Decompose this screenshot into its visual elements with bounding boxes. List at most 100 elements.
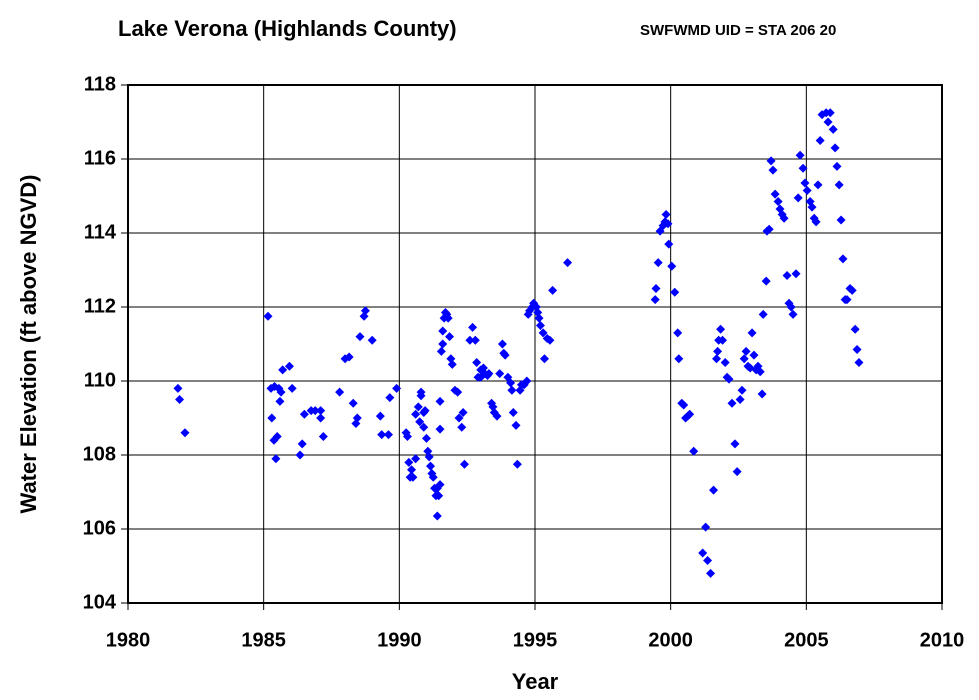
data-point xyxy=(352,413,362,423)
data-point xyxy=(755,367,765,377)
data-point xyxy=(272,432,282,441)
data-point xyxy=(761,276,771,286)
data-point xyxy=(435,480,445,490)
data-point xyxy=(275,396,285,406)
data-point xyxy=(428,472,438,482)
y-axis-label: Water Elevation (ft above NGVD) xyxy=(16,174,41,513)
data-point xyxy=(299,409,309,419)
data-point xyxy=(278,365,288,375)
data-point xyxy=(175,395,185,404)
data-point xyxy=(798,163,808,173)
data-point xyxy=(377,430,387,440)
data-point xyxy=(457,422,467,432)
data-point xyxy=(447,359,457,369)
y-tick-label: 114 xyxy=(84,221,117,243)
data-point xyxy=(484,369,494,379)
data-point xyxy=(854,358,864,367)
data-point xyxy=(392,383,402,393)
data-point xyxy=(434,491,444,501)
data-point xyxy=(800,178,810,188)
data-point xyxy=(788,309,798,319)
x-tick-label: 2000 xyxy=(648,629,693,651)
data-point xyxy=(335,387,345,397)
data-point xyxy=(348,398,358,408)
data-point xyxy=(548,285,558,295)
data-point xyxy=(735,395,745,404)
data-point xyxy=(717,335,727,345)
data-point xyxy=(782,271,792,281)
y-tick-label: 116 xyxy=(84,147,116,169)
data-point xyxy=(310,406,320,416)
data-point xyxy=(716,324,726,334)
data-point xyxy=(828,124,838,134)
data-point xyxy=(768,165,778,175)
data-point xyxy=(416,391,426,401)
data-point xyxy=(454,413,464,423)
data-point xyxy=(500,350,510,360)
data-point xyxy=(698,548,708,558)
data-point xyxy=(747,328,757,338)
data-point xyxy=(435,396,445,406)
data-point xyxy=(402,432,412,441)
data-point xyxy=(383,430,393,440)
data-point xyxy=(284,361,294,371)
data-point xyxy=(443,313,453,323)
data-point xyxy=(506,378,516,388)
data-point xyxy=(651,284,661,293)
data-point xyxy=(413,402,423,412)
data-point xyxy=(522,376,532,386)
data-point xyxy=(766,156,776,166)
data-point xyxy=(732,467,742,477)
data-point xyxy=(779,213,789,223)
data-point xyxy=(512,459,522,469)
data-point xyxy=(271,454,281,464)
data-point xyxy=(727,398,737,408)
data-point xyxy=(689,446,699,456)
data-point xyxy=(507,385,517,395)
data-point xyxy=(749,350,759,360)
data-point xyxy=(773,197,783,207)
data-point xyxy=(679,400,689,410)
data-point xyxy=(263,311,273,321)
data-point xyxy=(724,374,734,384)
data-point xyxy=(661,210,671,219)
data-point xyxy=(795,150,805,160)
data-point xyxy=(741,346,751,356)
data-point xyxy=(670,287,680,297)
data-point xyxy=(545,335,555,345)
data-point xyxy=(420,406,430,416)
x-tick-label: 2010 xyxy=(920,629,965,651)
data-point xyxy=(663,219,673,229)
data-point xyxy=(419,422,429,432)
data-point xyxy=(709,485,719,495)
data-point xyxy=(438,326,448,336)
data-point xyxy=(793,193,803,203)
data-point xyxy=(470,335,480,345)
data-point xyxy=(563,258,573,268)
data-point xyxy=(847,285,857,295)
x-axis-label: Year xyxy=(512,669,559,694)
y-tick-label: 108 xyxy=(83,443,116,465)
data-point xyxy=(424,452,434,462)
data-point xyxy=(459,459,469,469)
data-point xyxy=(830,143,840,153)
data-point xyxy=(786,302,796,312)
data-point xyxy=(815,136,825,145)
data-point xyxy=(842,295,852,305)
data-point xyxy=(318,432,328,441)
y-tick-label: 118 xyxy=(84,73,116,95)
data-point xyxy=(495,369,505,379)
data-point xyxy=(492,411,502,421)
data-point xyxy=(706,568,716,578)
data-point xyxy=(737,385,747,395)
data-point xyxy=(730,439,740,449)
data-point xyxy=(770,189,780,199)
data-point xyxy=(832,161,842,171)
chart-subtitle: SWFWMD UID = STA 206 20 xyxy=(640,22,836,39)
data-point xyxy=(375,411,385,421)
data-point xyxy=(465,335,475,345)
data-point xyxy=(538,328,548,338)
y-tick-label: 110 xyxy=(84,369,116,391)
data-point xyxy=(713,346,723,356)
